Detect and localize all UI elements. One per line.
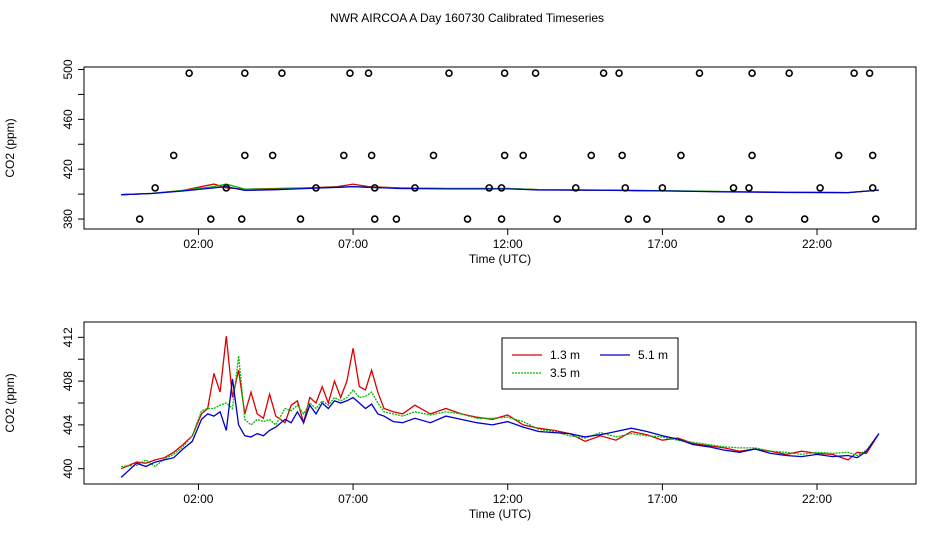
y-tick-label: 412 bbox=[61, 327, 75, 347]
data-point bbox=[599, 69, 608, 78]
data-point bbox=[364, 69, 373, 78]
data-point bbox=[340, 151, 348, 160]
series-line-blue bbox=[120, 378, 880, 478]
data-point bbox=[500, 69, 509, 78]
x-tick-label: 22:00 bbox=[802, 237, 832, 251]
x-tick-label: 17:00 bbox=[647, 237, 677, 251]
data-point bbox=[207, 215, 215, 223]
data-point bbox=[392, 215, 401, 223]
legend-label: 1.3 m bbox=[550, 348, 580, 362]
data-point bbox=[519, 151, 527, 160]
data-point bbox=[748, 69, 756, 78]
data-point bbox=[241, 69, 249, 78]
top-panel-scatter-plot: 02:00 07:00 12:00 17:00 22:00 Time (UTC) 380 42… bbox=[3, 59, 917, 266]
x-tick-label: 17:00 bbox=[647, 492, 677, 506]
data-point bbox=[800, 215, 809, 223]
y-axis-label: CO2 (ppm) bbox=[3, 373, 17, 432]
data-point bbox=[135, 215, 144, 223]
data-point bbox=[695, 69, 704, 78]
data-point bbox=[241, 151, 249, 160]
data-point bbox=[445, 69, 453, 78]
data-point bbox=[497, 215, 506, 223]
x-tick-label: 07:00 bbox=[338, 237, 368, 251]
data-point bbox=[370, 184, 379, 192]
y-tick-label: 460 bbox=[61, 109, 75, 129]
x-tick-label: 22:00 bbox=[802, 492, 832, 506]
data-point bbox=[151, 184, 159, 192]
data-point bbox=[278, 69, 286, 78]
data-point bbox=[485, 184, 493, 192]
data-point bbox=[296, 215, 305, 223]
x-axis-label: Time (UTC) bbox=[469, 252, 531, 266]
data-point bbox=[868, 184, 877, 192]
x-tick-label: 12:00 bbox=[493, 237, 523, 251]
data-point bbox=[624, 215, 633, 223]
data-point bbox=[850, 69, 858, 78]
data-point bbox=[370, 215, 379, 223]
y-axis-label: CO2 (ppm) bbox=[3, 118, 17, 177]
data-point bbox=[834, 151, 843, 160]
plot-frame bbox=[83, 66, 917, 230]
data-point bbox=[222, 184, 231, 192]
data-point bbox=[785, 69, 793, 78]
x-tick-label: 02:00 bbox=[183, 237, 213, 251]
y-tick-label: 500 bbox=[61, 59, 75, 79]
data-point bbox=[677, 151, 685, 160]
y-tick-label: 420 bbox=[61, 159, 75, 179]
data-point bbox=[748, 151, 756, 160]
data-point bbox=[497, 184, 506, 192]
bottom-panel-line-plot: 02:00 07:00 12:00 17:00 22:00 Time (UTC) 400 40… bbox=[3, 321, 917, 521]
data-point bbox=[312, 184, 320, 192]
data-point bbox=[615, 69, 623, 78]
y-tick-label: 404 bbox=[61, 415, 75, 435]
data-point bbox=[745, 184, 753, 192]
series-line-green bbox=[121, 355, 880, 468]
data-point bbox=[729, 184, 738, 192]
data-point bbox=[346, 69, 354, 78]
figure-title: NWR AIRCOA A Day 160730 Calibrated Times… bbox=[330, 11, 604, 25]
data-point bbox=[658, 184, 667, 192]
series-line-red bbox=[120, 336, 880, 470]
data-point bbox=[411, 184, 419, 192]
data-point bbox=[429, 151, 438, 160]
data-point bbox=[618, 151, 626, 160]
legend: 1.3 m 3.5 m 5.1 m bbox=[501, 337, 679, 390]
data-point bbox=[717, 215, 725, 223]
data-point bbox=[531, 69, 540, 78]
x-tick-label: 12:00 bbox=[493, 492, 523, 506]
data-point bbox=[643, 215, 651, 223]
x-tick-label: 02:00 bbox=[183, 492, 213, 506]
data-point bbox=[587, 151, 596, 160]
data-point bbox=[816, 184, 824, 192]
data-point bbox=[871, 215, 880, 223]
data-point bbox=[237, 215, 246, 223]
data-point bbox=[463, 215, 472, 223]
y-tick-label: 408 bbox=[61, 371, 75, 391]
data-point bbox=[571, 184, 580, 192]
data-point bbox=[553, 215, 562, 223]
data-point bbox=[185, 69, 193, 78]
data-point bbox=[865, 69, 874, 78]
x-axis-label: Time (UTC) bbox=[469, 507, 531, 521]
y-tick-label: 380 bbox=[61, 209, 75, 229]
data-point bbox=[868, 151, 877, 160]
legend-box bbox=[501, 337, 679, 390]
data-point bbox=[268, 151, 277, 160]
data-point bbox=[169, 151, 178, 160]
legend-label: 5.1 m bbox=[638, 348, 668, 362]
data-point bbox=[500, 151, 509, 160]
x-tick-label: 07:00 bbox=[338, 492, 368, 506]
legend-label: 3.5 m bbox=[550, 366, 580, 380]
series-line-blue bbox=[121, 185, 879, 196]
data-point bbox=[367, 151, 376, 160]
data-point bbox=[745, 215, 753, 223]
data-point bbox=[621, 184, 630, 192]
y-tick-label: 400 bbox=[61, 458, 75, 478]
